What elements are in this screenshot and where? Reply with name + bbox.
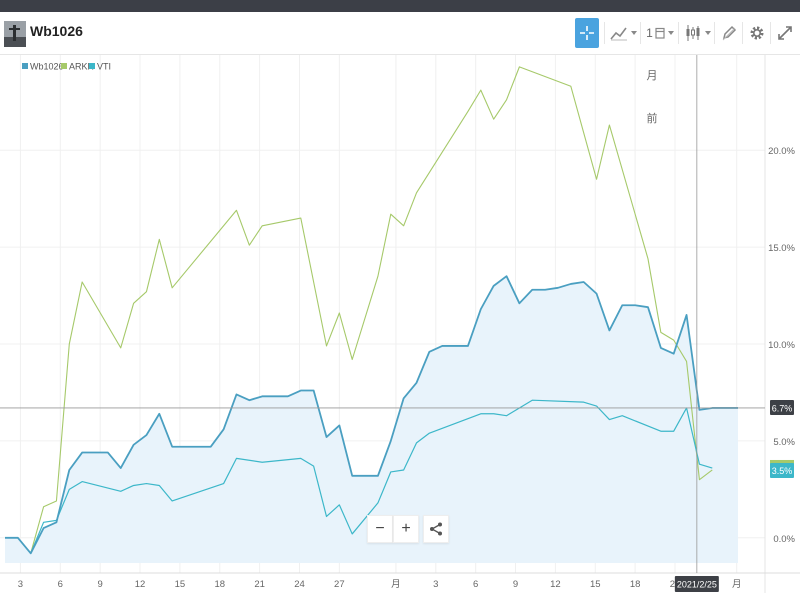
candlestick-icon [686,25,699,41]
toolbar-divider [604,22,605,44]
last-value-badge [770,399,794,415]
y-tick-label: 5.0% [773,437,795,448]
indicator-button[interactable] [683,18,711,48]
share-icon [430,522,442,536]
legend-swatch [89,63,95,69]
chevron-down-icon [667,31,674,35]
gear-icon [750,26,764,40]
legend-swatch [22,63,28,69]
last-value-label: 6.7% [772,403,793,413]
vti-last-value-label: 3.5% [772,466,793,476]
vti-line [30,399,713,554]
x-tick-label: 月 [391,579,401,590]
expand-button[interactable] [775,18,795,48]
minus-icon: − [375,520,385,537]
chevron-down-icon [630,31,637,35]
x-tick-label: 15 [590,579,601,590]
draw-button[interactable] [719,18,739,48]
settings-button[interactable] [747,18,767,48]
legend-label: ARKK [69,62,94,72]
window-top-band [0,0,800,12]
legend-label: VTI [97,62,111,72]
x-tick-label: 21 [254,579,265,590]
x-tick-label: 6 [58,579,63,590]
toolbar-divider [742,22,743,44]
x-tick-label: 9 [513,579,518,590]
expand-icon [778,26,792,40]
arkk-line [30,66,713,554]
arkk-last-value-marker [770,459,794,464]
zoom-out-button[interactable]: − [367,515,393,543]
pencil-icon [722,25,737,41]
x-tick-label: 3 [18,579,23,590]
wb1026-area [5,276,738,563]
chart-toolbar: Wb1026 1 [0,12,800,55]
y-tick-label: 20.0% [768,146,795,157]
crosshair-date-label: 2021/2/25 [677,580,717,590]
x-tick-label: 6 [473,579,478,590]
crosshair-button[interactable] [575,18,599,48]
x-tick-label: 3 [433,579,438,590]
x-tick-label: 12 [550,579,561,590]
plus-icon: + [401,520,411,537]
calendar-icon [655,27,665,39]
chart-annotation: 前 [647,111,658,125]
x-tick-label: 18 [214,579,225,590]
vti-last-value-badge [770,462,794,478]
period-button[interactable]: 1 [645,18,675,48]
period-label: 1 [646,26,653,40]
x-tick-label: 9 [98,579,103,590]
toolbar-divider [770,22,771,44]
chevron-down-icon [704,31,711,35]
legend-swatch [61,63,67,69]
line-chart-icon [609,27,627,41]
toolbar-divider [678,22,679,44]
toolbar-divider [640,22,641,44]
x-tick-label: 18 [630,579,641,590]
toolbar-divider [714,22,715,44]
share-button[interactable] [423,515,449,543]
x-tick-label: 24 [294,579,305,590]
zoom-in-button[interactable]: + [393,515,419,543]
y-tick-label: 0.0% [773,534,795,545]
chart-type-button[interactable] [609,18,637,48]
y-tick-label: 15.0% [768,243,795,254]
x-tick-label: 15 [175,579,186,590]
crosshair-icon [580,26,594,40]
x-tick-label: 月 [732,579,742,590]
symbol-title: Wb1026 [30,23,83,39]
chart-annotation: 月 [647,70,658,82]
avatar[interactable] [4,21,26,47]
wb1026-line [5,275,738,555]
x-tick-label: 27 [334,579,345,590]
crosshair-date-badge [674,576,719,592]
y-tick-label: 10.0% [768,340,795,351]
legend-label: Wb1026 [30,62,64,72]
x-tick-label: 12 [135,579,146,590]
chart-canvas[interactable]: 0.0% 5.0% 10.0% 15.0% 20.0% 3 6 9 12 15 18 21 24 27 月 3… [0,55,800,600]
